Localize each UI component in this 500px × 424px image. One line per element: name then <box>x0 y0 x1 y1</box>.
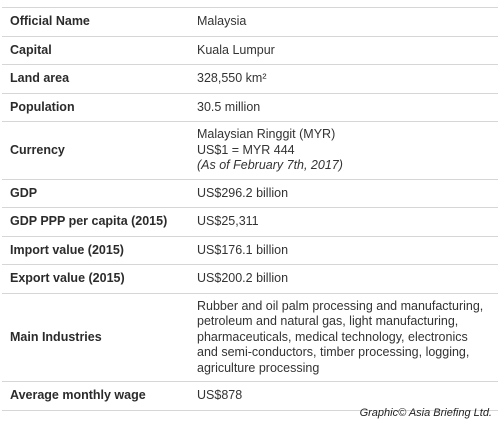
table-row: Average monthly wage US$878 <box>2 381 498 411</box>
row-value: Malaysian Ringgit (MYR) US$1 = MYR 444 (As… <box>185 121 498 180</box>
row-label: Export value (2015) <box>2 264 185 294</box>
table-row: GDP PPP per capita (2015) US$25,311 <box>2 207 498 237</box>
row-value: Kuala Lumpur <box>185 35 498 65</box>
row-value: Rubber and oil palm processing and manuf… <box>185 292 498 382</box>
row-label: Currency <box>2 121 185 180</box>
table-row: Import value (2015) US$176.1 billion <box>2 235 498 265</box>
row-value: US$176.1 billion <box>185 235 498 265</box>
table-row: Capital Kuala Lumpur <box>2 35 498 65</box>
info-table: Official Name Malaysia Capital Kuala Lumpur… <box>2 7 498 411</box>
row-label: Main Industries <box>2 292 185 382</box>
table-row: GDP US$296.2 billion <box>2 178 498 208</box>
table-row: Export value (2015) US$200.2 billion <box>2 264 498 294</box>
table-row: Population 30.5 million <box>2 92 498 122</box>
row-value: Malaysia <box>185 7 498 37</box>
row-label: Population <box>2 92 185 122</box>
row-label: GDP <box>2 178 185 208</box>
table-row: Currency Malaysian Ringgit (MYR) US$1 = MY… <box>2 121 498 180</box>
row-label: Import value (2015) <box>2 235 185 265</box>
row-label: Capital <box>2 35 185 65</box>
table-row: Main Industries Rubber and oil palm proce… <box>2 292 498 382</box>
value-line: Malaysian Ringgit (MYR) <box>197 127 336 141</box>
credit: Graphic© Asia Briefing Ltd. <box>359 407 492 419</box>
row-value: 30.5 million <box>185 92 498 122</box>
row-label: GDP PPP per capita (2015) <box>2 207 185 237</box>
row-label: Average monthly wage <box>2 381 185 411</box>
row-value: US$200.2 billion <box>185 264 498 294</box>
row-value: US$25,311 <box>185 207 498 237</box>
row-label: Official Name <box>2 7 185 37</box>
row-value: 328,550 km² <box>185 64 498 94</box>
row-label: Land area <box>2 64 185 94</box>
row-value: US$296.2 billion <box>185 178 498 208</box>
value-line: (As of February 7th, 2017) <box>197 158 343 172</box>
row-value: US$878 <box>185 381 498 411</box>
value-line: US$1 = MYR 444 <box>197 142 295 157</box>
table-row: Official Name Malaysia <box>2 7 498 37</box>
table-row: Land area 328,550 km² <box>2 64 498 94</box>
